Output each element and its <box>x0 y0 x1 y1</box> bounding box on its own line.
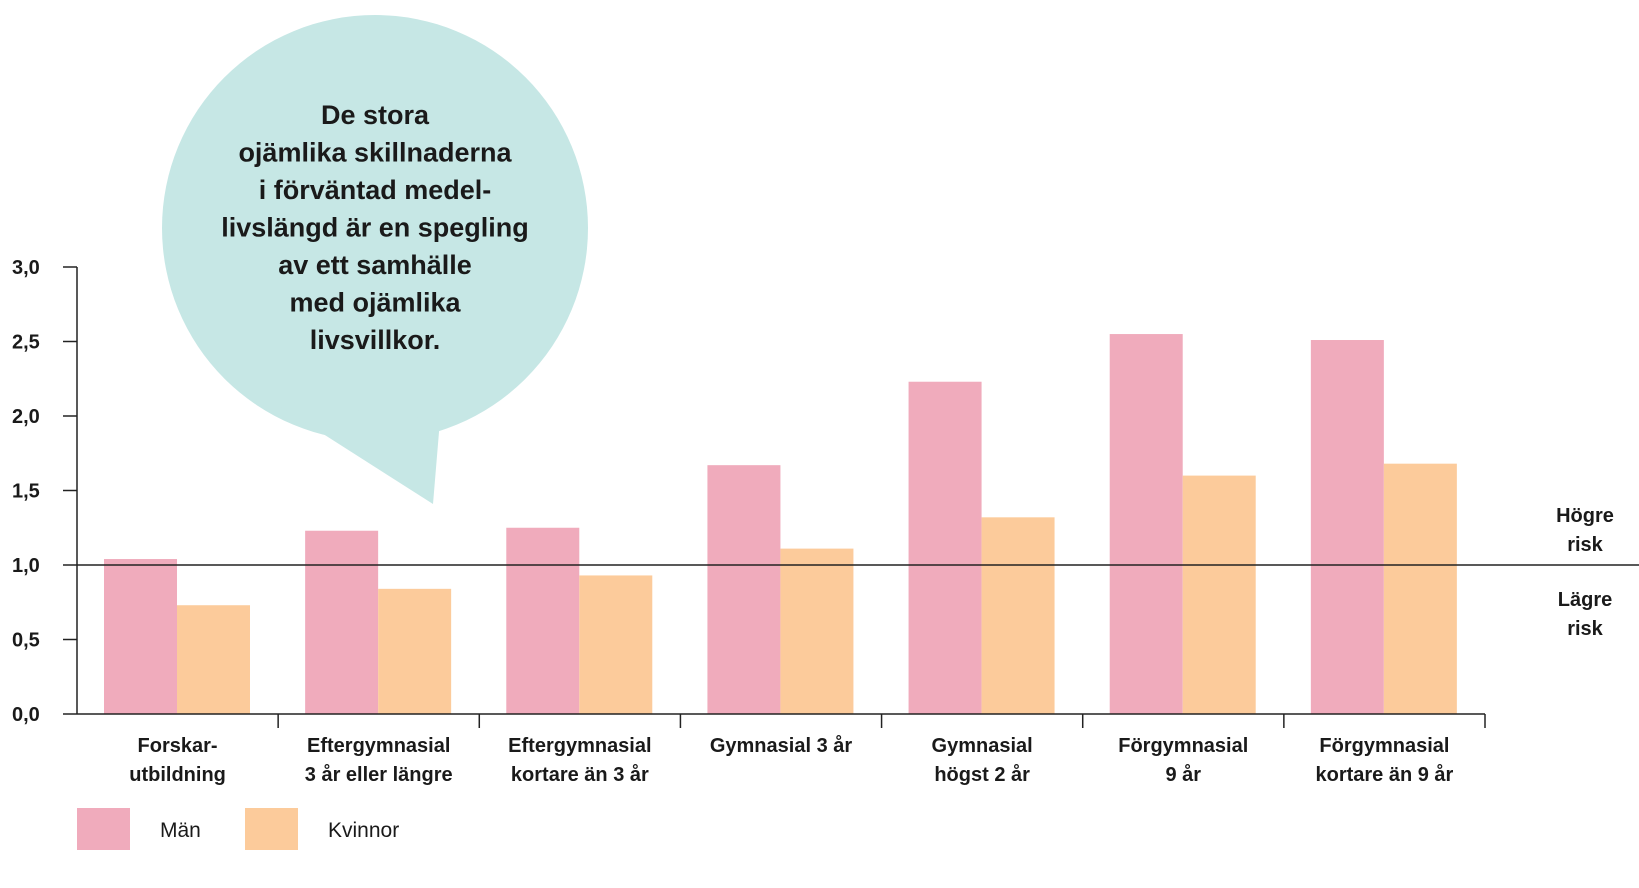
x-tick-label: Eftergymnasial 3 år eller längre <box>305 735 453 786</box>
bar <box>1182 475 1256 714</box>
bar <box>378 588 452 714</box>
y-tick-label: 0,0 <box>12 704 40 726</box>
x-tick-label: Eftergymnasial kortare än 3 år <box>508 735 651 786</box>
bar <box>1383 463 1457 714</box>
bar <box>707 465 781 714</box>
legend-swatch <box>77 808 130 850</box>
bar <box>506 527 580 714</box>
bar <box>1109 334 1183 714</box>
x-tick-label: Gymnasial högst 2 år <box>932 735 1033 786</box>
x-tick-label: Förgymnasial 9 år <box>1118 735 1248 786</box>
legend-label: Män <box>160 819 201 842</box>
bar <box>981 517 1055 714</box>
speech-bubble <box>162 15 588 504</box>
bar <box>780 548 854 714</box>
y-tick-label: 2,5 <box>12 332 40 354</box>
x-tick-label: Förgymnasial kortare än 9 år <box>1315 735 1453 786</box>
legend-label: Kvinnor <box>328 819 399 842</box>
reference-label-above: Högre risk <box>1556 505 1614 556</box>
y-tick-label: 3,0 <box>12 257 40 279</box>
y-tick-label: 1,0 <box>12 555 40 577</box>
bar <box>1310 340 1384 714</box>
x-tick-label: Forskar-utbildning <box>129 735 226 786</box>
y-tick-label: 0,5 <box>12 630 40 652</box>
y-tick-label: 1,5 <box>12 481 40 503</box>
annotation: De stora ojämlika skillnaderna i förväntad… <box>221 100 529 355</box>
bar <box>104 559 177 714</box>
bar <box>177 605 250 714</box>
bubble-circle <box>162 15 588 441</box>
bar <box>305 530 379 714</box>
x-tick-label: Gymnasial 3 år <box>710 734 853 757</box>
bar <box>579 575 653 714</box>
bar <box>908 381 982 714</box>
y-tick-label: 2,0 <box>12 406 40 428</box>
bubble-tail <box>270 400 440 504</box>
legend-swatch <box>245 808 298 850</box>
reference-label-below: Lägre risk <box>1558 589 1612 640</box>
